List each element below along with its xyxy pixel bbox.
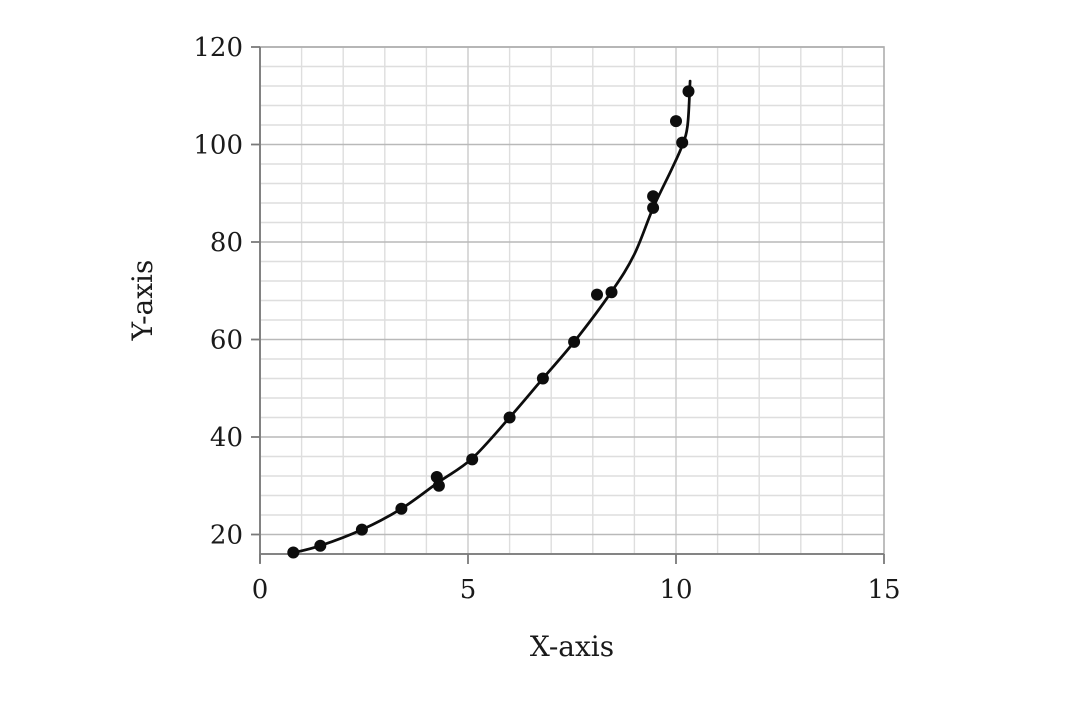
data-point	[432, 479, 445, 492]
y-axis-title: Y-axis	[126, 260, 159, 342]
data-point	[314, 539, 327, 552]
y-tick-label: 60	[210, 326, 243, 356]
scatter-points	[287, 85, 695, 559]
x-tick-label: 15	[867, 575, 900, 605]
data-point	[568, 335, 581, 348]
data-point	[503, 411, 516, 424]
x-tick-label: 5	[460, 575, 477, 605]
y-tick-label: 20	[210, 521, 243, 551]
tick-labels: 0 5 10 15 20 40 60 80 100 120	[193, 33, 900, 605]
data-point	[676, 136, 689, 149]
x-tick-label: 0	[252, 575, 269, 605]
data-point	[647, 201, 660, 214]
data-point	[670, 115, 682, 128]
y-tick-label: 120	[193, 33, 243, 63]
data-point	[682, 85, 695, 98]
x-tick-label: 10	[659, 575, 692, 605]
data-point	[647, 190, 660, 203]
data-point	[605, 286, 618, 299]
fitted-curve-path	[291, 79, 692, 555]
data-point	[466, 453, 479, 466]
data-point	[395, 502, 408, 515]
x-axis-title: X-axis	[530, 630, 614, 663]
data-point	[355, 523, 368, 536]
y-tick-label: 80	[210, 228, 243, 258]
fitted-curve	[291, 79, 692, 555]
y-tick-label: 40	[210, 423, 243, 453]
plot-border	[259, 46, 885, 563]
data-point	[536, 372, 549, 385]
minor-gridlines	[260, 47, 884, 554]
axis-ticks	[251, 46, 885, 564]
data-point	[591, 288, 603, 301]
data-point	[287, 546, 300, 559]
y-tick-label: 100	[193, 131, 243, 161]
